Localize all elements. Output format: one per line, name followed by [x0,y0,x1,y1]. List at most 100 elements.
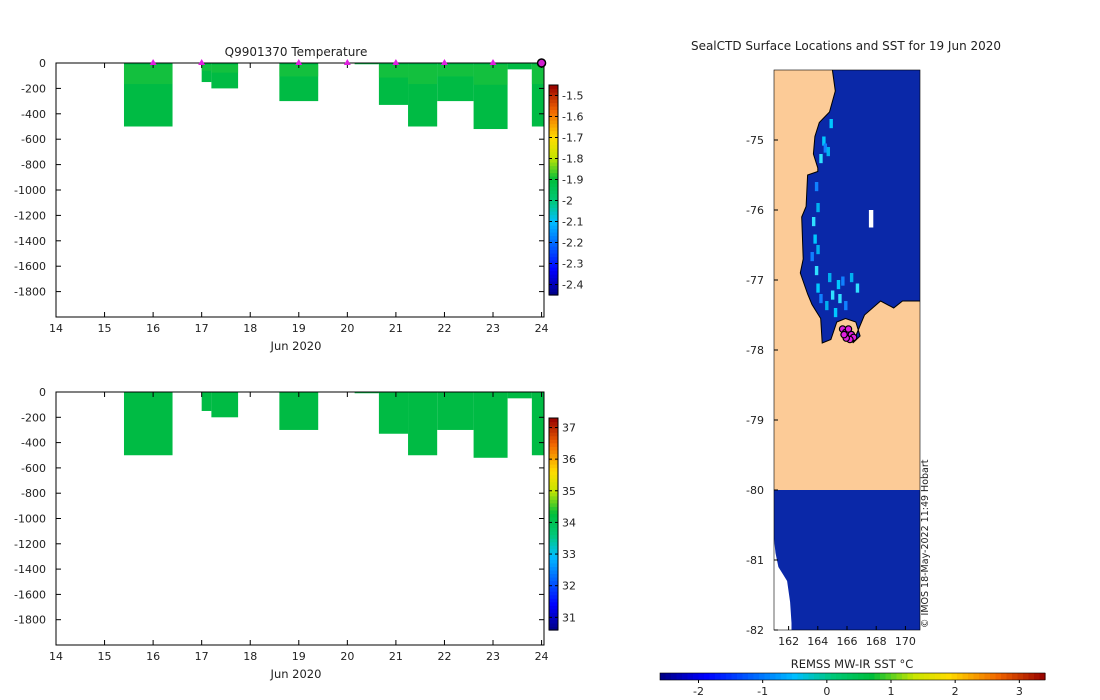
nearshore-sst-cell [825,301,829,311]
map-y-tick-label: -78 [746,344,764,357]
sst-colorbar-segment [731,673,738,680]
colorbar-segment [549,612,558,617]
colorbar-segment [549,481,558,486]
sst-colorbar-segment [935,673,942,680]
colorbar-segment [549,541,558,546]
sst-colorbar-tick-label: -2 [693,685,704,698]
colorbar-segment [549,577,558,582]
colorbar-segment [549,169,558,174]
colorbar-segment [549,502,558,507]
colorbar-segment [549,207,558,212]
profile-shade [531,65,544,85]
nearshore-sst-cell [828,273,832,283]
sst-colorbar-segment [979,673,986,680]
sst-colorbar-segment [841,673,848,680]
colorbar-tick-label: -2.4 [562,279,583,292]
sst-colorbar-tick-label: -1 [757,685,768,698]
profile-bar [531,392,544,456]
sst-colorbar-segment [962,673,969,680]
colorbar-segment [549,183,558,188]
sst-colorbar-segment [665,673,672,680]
sst-colorbar-segment [863,673,870,680]
colorbar-segment [549,165,558,170]
colorbar-segment [549,545,558,550]
colorbar-segment [549,478,558,483]
sst-colorbar-frame [659,672,1046,681]
x-tick-label: 24 [535,322,549,335]
colorbar-segment [549,113,558,118]
salinity-section-plot: 14 15 16 17 18 19 20 21 22 23 24 0 -200 -400 -600 -800 -… [14,386,576,663]
map-title: SealCTD Surface Locations and SST for 19… [691,39,1001,53]
map-y-tick-label: -77 [746,274,764,287]
colorbar-segment [549,456,558,461]
nearshore-sst-cell [855,283,860,293]
y-tick-label: -1400 [14,563,46,576]
profile-shade [473,65,508,85]
map-y-tick-label: -79 [746,414,764,427]
map-y-tick-label: -75 [746,134,764,147]
y-tick-label: 0 [39,386,46,399]
colorbar-segment [549,218,558,223]
nearshore-sst-cell [844,301,848,311]
sst-colorbar-segment [676,673,683,680]
colorbar-segment [549,527,558,532]
profile-bar [507,392,532,399]
map-x-tick-label: 166 [837,635,858,648]
sst-colorbar-segment [869,673,876,680]
sst-colorbar-segment [836,673,843,680]
x-tick-label: 23 [486,322,500,335]
profile-bar [279,392,319,430]
colorbar-segment [549,186,558,191]
sst-colorbar-segment [792,673,799,680]
colorbar-segment [549,120,558,125]
colorbar-segment [549,474,558,479]
nearshore-sst-cell [819,294,823,304]
colorbar-segment [549,102,558,107]
colorbar-tick-label: 31 [562,611,576,624]
colorbar-tick-label: -2 [562,195,573,208]
map-y-tick-label: -81 [746,554,764,567]
profile-bar [354,392,379,394]
x-tick-label: 22 [437,322,451,335]
map-x-tick-label: 168 [866,635,887,648]
nearshore-sst-cell [849,273,854,283]
colorbar-segment [549,260,558,265]
sst-colorbar-segment [968,673,975,680]
y-tick-label: -1200 [14,538,46,551]
nearshore-sst-cell [830,290,835,300]
sst-colorbar-segment [1028,673,1035,680]
profile-bar [437,392,474,430]
profile-marker [149,59,157,65]
colorbar-segment [549,418,558,423]
colorbar-segment [549,214,558,219]
temperature-section-plot: 14 15 16 17 18 19 20 21 22 23 24 0 -200 -400 -600 -800 -… [14,57,583,335]
colorbar-segment [549,439,558,444]
profile-marker [489,59,497,65]
colorbar-segment [549,246,558,251]
x-tick-label: 19 [292,322,306,335]
colorbar-tick-label: -2.3 [562,258,583,271]
colorbar-segment [549,467,558,472]
sst-colorbar-segment [726,673,733,680]
y-tick-label: -1400 [14,235,46,248]
y-tick-label: -1800 [14,614,46,627]
sst-colorbar-segment [709,673,716,680]
colorbar-segment [549,460,558,465]
y-tick-label: -400 [21,437,46,450]
colorbar-tick-label: -1.7 [562,132,583,145]
colorbar-segment [549,190,558,195]
latest-profile-marker [536,58,547,68]
profile-bar [507,63,532,70]
colorbar-segment [549,176,558,181]
colorbar-segment [549,249,558,254]
profile-shade [201,65,212,71]
coastline [799,69,920,344]
colorbar-frame [548,417,559,631]
x-tick-label: 21 [389,650,403,663]
colorbar-segment [549,225,558,230]
colorbar-segment [549,559,558,564]
sst-colorbar-segment [715,673,722,680]
colorbar-segment [549,151,558,156]
sst-colorbar-segment [803,673,810,680]
colorbar-tick-label: 32 [562,580,576,593]
